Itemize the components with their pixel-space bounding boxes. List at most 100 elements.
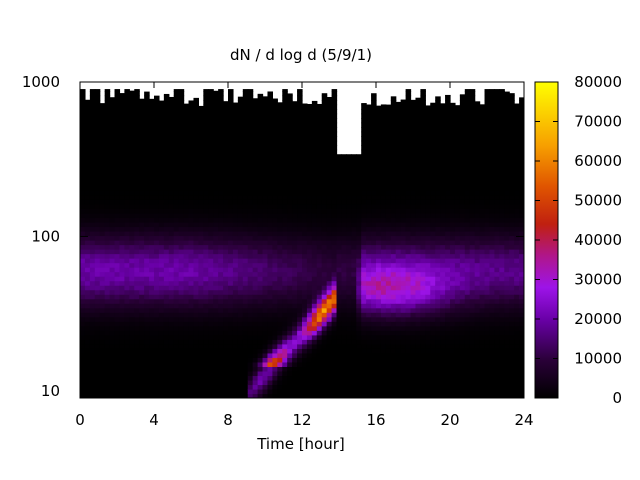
heatmap-cell [232,199,239,205]
heatmap-cell [218,339,224,345]
heatmap-cell [400,276,407,282]
heatmap-cell [198,217,204,223]
heatmap-cell [361,285,367,291]
heatmap-cell [272,127,278,133]
heatmap-cell [385,194,392,200]
heatmap-cell [94,384,101,390]
heatmap-cell [351,357,357,363]
heatmap-cell [351,384,357,390]
heatmap-cell [277,343,283,349]
heatmap-cell [282,235,288,241]
heatmap-cell [415,97,421,101]
heatmap-cell [380,352,387,358]
heatmap-cell [257,352,264,358]
heatmap-cell [232,334,239,340]
heatmap-cell [183,276,190,282]
heatmap-cell [144,203,150,209]
heatmap-cell [297,199,303,205]
heatmap-cell [262,298,269,304]
heatmap-cell [361,103,367,106]
heatmap-cell [390,303,397,309]
heatmap-cell [144,100,150,106]
heatmap-cell [351,280,357,286]
heatmap-cell [84,321,91,327]
heatmap-cell [109,321,116,327]
heatmap-cell [321,131,328,137]
heatmap-cell [173,361,180,367]
heatmap-cell [168,366,175,372]
heatmap-cell [376,334,382,340]
heatmap-cell [282,118,288,124]
heatmap-cell [193,289,199,295]
heatmap-cell [306,325,313,331]
heatmap-cell [203,194,209,200]
heatmap-cell [237,96,244,101]
heatmap-cell [139,357,145,363]
heatmap-cell [336,366,343,372]
heatmap-cell [282,307,288,313]
heatmap-cell [400,294,407,300]
heatmap-cell [376,384,382,390]
heatmap-cell [193,303,199,309]
heatmap-cell [395,361,402,367]
heatmap-cell [282,131,288,137]
heatmap-cell [193,199,199,205]
heatmap-cell [228,217,234,223]
heatmap-cell [178,203,185,209]
heatmap-cell [149,113,155,119]
heatmap-cell [366,167,372,173]
heatmap-cell [287,240,293,246]
heatmap-cell [203,226,209,232]
heatmap-cell [405,262,412,268]
heatmap-cell [80,348,86,354]
heatmap-cell [371,95,377,101]
heatmap-cell [163,334,170,340]
heatmap-cell [257,262,264,268]
heatmap-cell [302,366,308,372]
heatmap-cell [445,199,451,205]
heatmap-cell [80,276,86,282]
heatmap-cell [119,262,125,268]
heatmap-cell [84,361,91,367]
heatmap-cell [302,127,308,133]
heatmap-cell [282,393,288,398]
heatmap-cell [168,330,175,336]
heatmap-cell [430,343,436,349]
heatmap-cell [297,334,303,340]
heatmap-cell [331,375,338,381]
heatmap-cell [277,226,283,232]
heatmap-cell [198,226,204,232]
heatmap-cell [89,276,96,282]
heatmap-cell [425,280,431,286]
heatmap-cell [262,262,269,268]
heatmap-cell [149,289,155,295]
heatmap-cell [188,352,195,358]
heatmap-cell [440,122,446,128]
heatmap-cell [282,339,288,345]
heatmap-cell [134,379,140,386]
heatmap-cell [400,127,407,133]
heatmap-cell [218,172,224,178]
heatmap-cell [188,104,195,110]
heatmap-cell [80,109,86,115]
heatmap-cell [203,294,209,300]
heatmap-cell [84,181,91,187]
heatmap-cell [198,253,204,259]
heatmap-cell [272,276,278,282]
heatmap-cell [410,370,417,377]
heatmap-cell [287,258,293,264]
heatmap-cell [277,167,283,173]
heatmap-cell [232,240,239,246]
heatmap-cell [425,163,431,169]
heatmap-cell [228,122,234,128]
heatmap-cell [124,131,130,137]
heatmap-cell [390,370,397,377]
heatmap-cell [129,339,135,345]
heatmap-cell [316,253,323,259]
heatmap-cell [272,352,278,358]
heatmap-cell [371,181,377,187]
heatmap-cell [415,244,421,250]
heatmap-cell [326,357,333,363]
heatmap-cell [267,307,273,313]
heatmap-cell [292,185,298,191]
